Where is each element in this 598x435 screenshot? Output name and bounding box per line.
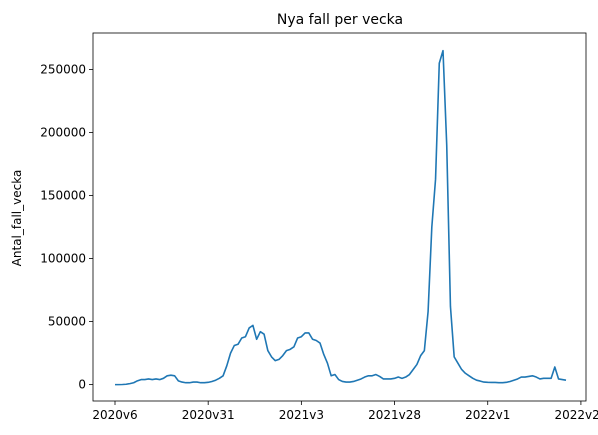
y-tick-label: 200000 [40, 126, 86, 140]
x-tick-label: 2020v31 [182, 408, 235, 422]
chart-title: Nya fall per vecka [277, 12, 403, 28]
y-tick-label: 250000 [40, 63, 86, 77]
x-tick-label: 2022v1 [465, 408, 510, 422]
series-line [115, 49, 567, 386]
x-axis-ticks: 2020v6 2020v31 2021v3 2021v28 2022v1 2022v26 [92, 401, 598, 422]
plot-frame [92, 32, 587, 402]
x-tick-label: 2020v6 [92, 408, 137, 422]
y-tick-label: 0 [78, 378, 86, 392]
x-tick-label: 2021v3 [279, 408, 324, 422]
y-tick-label: 50000 [48, 315, 86, 329]
y-axis-label: Antal_fall_vecka [10, 170, 24, 267]
y-axis-ticks: 0 50000 100000 150000 200000 250000 [40, 63, 93, 392]
x-tick-label: 2022v26 [554, 408, 598, 422]
y-tick-label: 100000 [40, 252, 86, 266]
y-tick-label: 150000 [40, 189, 86, 203]
x-tick-label: 2021v28 [368, 408, 421, 422]
